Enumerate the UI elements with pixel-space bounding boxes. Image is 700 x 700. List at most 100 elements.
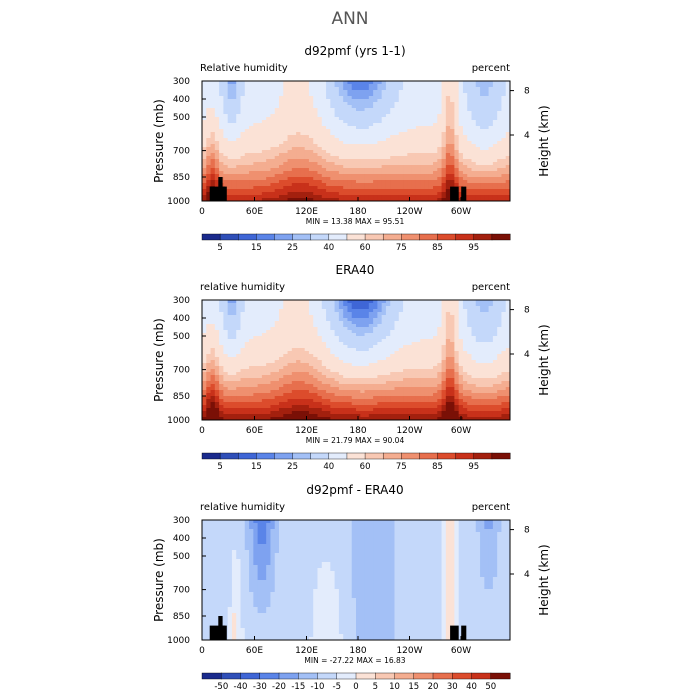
contour-cell bbox=[300, 138, 306, 142]
contour-cell bbox=[206, 378, 212, 382]
contour-cell bbox=[497, 177, 503, 181]
contour-cell bbox=[236, 327, 242, 331]
contour-cell bbox=[420, 333, 426, 337]
contour-cell bbox=[501, 357, 507, 361]
contour-cell bbox=[381, 177, 387, 181]
contour-cell bbox=[236, 114, 242, 118]
contour-cell bbox=[403, 363, 408, 367]
contour-cell bbox=[398, 123, 404, 127]
contour-cell bbox=[347, 114, 353, 118]
contour-cell bbox=[480, 99, 485, 103]
contour-cell bbox=[377, 168, 383, 172]
contour-cell bbox=[223, 312, 229, 316]
contour-cell bbox=[291, 168, 297, 172]
contour-cell bbox=[505, 345, 510, 349]
contour-cell bbox=[326, 324, 331, 328]
colorbar-segment bbox=[401, 233, 420, 241]
contour-cell bbox=[321, 345, 327, 349]
contour-cell bbox=[398, 180, 404, 184]
contour-cell bbox=[227, 366, 233, 370]
contour-cell bbox=[338, 192, 344, 196]
contour-cell bbox=[403, 135, 408, 139]
contour-cell bbox=[471, 195, 477, 199]
contour-cell bbox=[505, 177, 510, 181]
contour-cell bbox=[274, 189, 280, 193]
contour-cell bbox=[308, 186, 314, 190]
contour-cell bbox=[240, 93, 246, 97]
contour-cell bbox=[450, 300, 455, 304]
contour-cell bbox=[368, 363, 374, 367]
contour-cell bbox=[360, 330, 366, 334]
contour-cell bbox=[214, 300, 220, 304]
contour-cell bbox=[505, 117, 510, 121]
contour-cell bbox=[321, 156, 327, 160]
contour-cell bbox=[377, 183, 383, 187]
contour-cell bbox=[334, 312, 340, 316]
contour-cell bbox=[274, 162, 280, 166]
contour-cell bbox=[424, 372, 430, 376]
contour-cell bbox=[415, 354, 421, 358]
contour-cell bbox=[424, 144, 430, 148]
contour-cell bbox=[334, 315, 340, 319]
contour-cell bbox=[394, 348, 400, 352]
contour-cell bbox=[304, 360, 310, 364]
contour-cell bbox=[253, 171, 259, 175]
contour-cell bbox=[411, 117, 417, 121]
contour-cell bbox=[480, 102, 485, 106]
contour-cell bbox=[501, 324, 507, 328]
contour-cell bbox=[360, 312, 366, 316]
contour-cell bbox=[433, 117, 438, 121]
contour-cell bbox=[249, 339, 254, 343]
contour-cell bbox=[313, 126, 319, 130]
contour-cell bbox=[407, 318, 413, 322]
contour-cell bbox=[505, 123, 510, 127]
contour-cell bbox=[377, 381, 383, 385]
contour-cell bbox=[274, 342, 280, 346]
contour-cell bbox=[415, 141, 421, 145]
contour-cell bbox=[291, 84, 297, 88]
contour-cell bbox=[287, 129, 293, 133]
contour-cell bbox=[441, 150, 447, 154]
contour-cell bbox=[450, 351, 455, 355]
contour-cell bbox=[450, 117, 455, 121]
contour-cell bbox=[385, 81, 391, 85]
contour-cell bbox=[462, 129, 468, 133]
contour-cell bbox=[458, 306, 464, 310]
contour-cell bbox=[381, 162, 387, 166]
contour-cell bbox=[420, 330, 426, 334]
x-tick-label: 180 bbox=[349, 207, 366, 217]
contour-cell bbox=[313, 324, 319, 328]
contour-cell bbox=[488, 354, 494, 358]
contour-cell bbox=[377, 303, 383, 307]
contour-cell bbox=[424, 117, 430, 121]
contour-cell bbox=[381, 183, 387, 187]
contour-cell bbox=[287, 324, 293, 328]
contour-cell bbox=[488, 303, 494, 307]
contour-cell bbox=[343, 357, 349, 361]
contour-cell bbox=[291, 96, 297, 100]
contour-cell bbox=[424, 99, 430, 103]
contour-cell bbox=[356, 165, 361, 169]
contour-cell bbox=[415, 318, 421, 322]
contour-cell bbox=[326, 153, 331, 157]
contour-cell bbox=[368, 324, 374, 328]
contour-cell bbox=[492, 117, 498, 121]
contour-cell bbox=[420, 108, 426, 112]
contour-cell bbox=[411, 363, 417, 367]
contour-cell bbox=[261, 303, 267, 307]
contour-cell bbox=[240, 141, 246, 145]
contour-cell bbox=[231, 162, 237, 166]
contour-cell bbox=[373, 141, 378, 145]
contour-cell bbox=[236, 108, 242, 112]
contour-cell bbox=[385, 93, 391, 97]
contour-cell bbox=[231, 114, 237, 118]
contour-cell bbox=[356, 360, 361, 364]
contour-cell bbox=[279, 312, 284, 316]
contour-cell bbox=[415, 180, 421, 184]
contour-cell bbox=[356, 306, 361, 310]
contour-cell bbox=[283, 153, 289, 157]
contour-cell bbox=[484, 351, 490, 355]
contour-cell bbox=[219, 354, 224, 358]
contour-cell bbox=[244, 90, 250, 94]
contour-cell bbox=[253, 357, 259, 361]
